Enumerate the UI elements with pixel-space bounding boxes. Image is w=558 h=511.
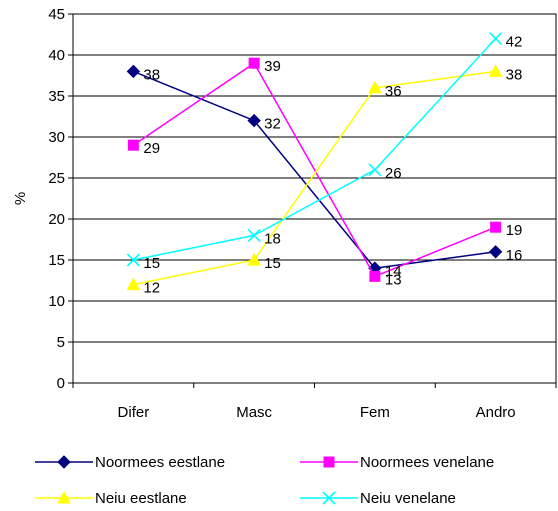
data-label: 39 [264, 58, 281, 75]
y-tick-label: 25 [48, 170, 65, 187]
y-tick-label: 35 [48, 88, 65, 105]
series-line [132, 62, 496, 278]
data-point [247, 252, 261, 266]
legend-marker [322, 491, 336, 505]
data-point [126, 253, 140, 267]
legend-item: Neiu venelane [300, 490, 456, 507]
data-label: 36 [385, 83, 402, 100]
legend: Noormees eestlane Noormees venelane Neiu e… [35, 454, 494, 507]
series-line [133, 70, 496, 286]
y-tick-labels: 0 5 10 15 20 25 30 35 40 45 [48, 6, 65, 392]
data-point [127, 139, 139, 151]
legend-item: Noormees venelane [300, 454, 494, 471]
data-labels: 38 32 14 16 29 39 13 19 12 15 36 38 15 18 26 42 [143, 34, 522, 297]
data-label: 42 [506, 34, 523, 51]
data-label: 14 [385, 263, 402, 280]
series-group [126, 32, 503, 291]
series-3 [126, 64, 503, 291]
legend-label: Neiu eestlane [95, 490, 187, 507]
data-label: 38 [506, 66, 523, 83]
legend-label: Noormees venelane [360, 454, 494, 471]
legend-item: Neiu eestlane [35, 490, 187, 507]
axes [68, 13, 557, 388]
data-point [126, 64, 141, 79]
series-1 [126, 64, 503, 275]
data-point [369, 270, 381, 282]
data-label: 15 [264, 255, 281, 272]
data-label: 16 [506, 247, 523, 264]
series-line [133, 70, 496, 269]
data-label: 29 [143, 140, 160, 157]
y-tick-label: 10 [48, 293, 65, 310]
data-label: 15 [143, 255, 160, 272]
y-tick-label: 15 [48, 252, 65, 269]
y-tick-label: 5 [57, 334, 65, 351]
y-tick-label: 30 [48, 129, 65, 146]
data-label: 12 [143, 280, 160, 297]
data-label: 13 [385, 271, 402, 288]
x-tick-label: Andro [476, 404, 516, 421]
y-tick-label: 0 [57, 375, 65, 392]
data-point [488, 64, 503, 77]
data-label: 26 [385, 165, 402, 182]
data-label: 32 [264, 116, 281, 133]
data-label: 18 [264, 230, 281, 247]
x-tick-labels: Difer Masc Fem Andro [118, 404, 516, 421]
legend-label: Noormees eestlane [95, 454, 225, 471]
x-tick-label: Fem [360, 404, 390, 421]
series-line [133, 38, 497, 261]
x-tick-label: Difer [118, 404, 150, 421]
data-point [490, 221, 502, 233]
series-4 [126, 32, 503, 267]
data-point [368, 80, 382, 94]
data-point [489, 32, 503, 46]
data-label: 19 [506, 222, 523, 239]
data-point [126, 277, 141, 291]
data-label: 38 [143, 66, 160, 83]
legend-marker [323, 456, 335, 468]
legend-marker [57, 455, 71, 469]
y-tick-label: 40 [48, 47, 65, 64]
data-point [248, 57, 260, 69]
y-tick-label: 20 [48, 211, 65, 228]
legend-marker [57, 490, 71, 504]
series-2 [127, 57, 502, 282]
legend-label: Neiu venelane [360, 490, 456, 507]
y-axis-label: % [12, 192, 29, 205]
x-tick-label: Masc [236, 404, 272, 421]
legend-item: Noormees eestlane [35, 454, 225, 471]
data-point [368, 163, 382, 177]
y-tick-label: 45 [48, 6, 65, 23]
data-point [247, 228, 261, 242]
data-point [247, 113, 261, 128]
data-point [488, 245, 503, 259]
